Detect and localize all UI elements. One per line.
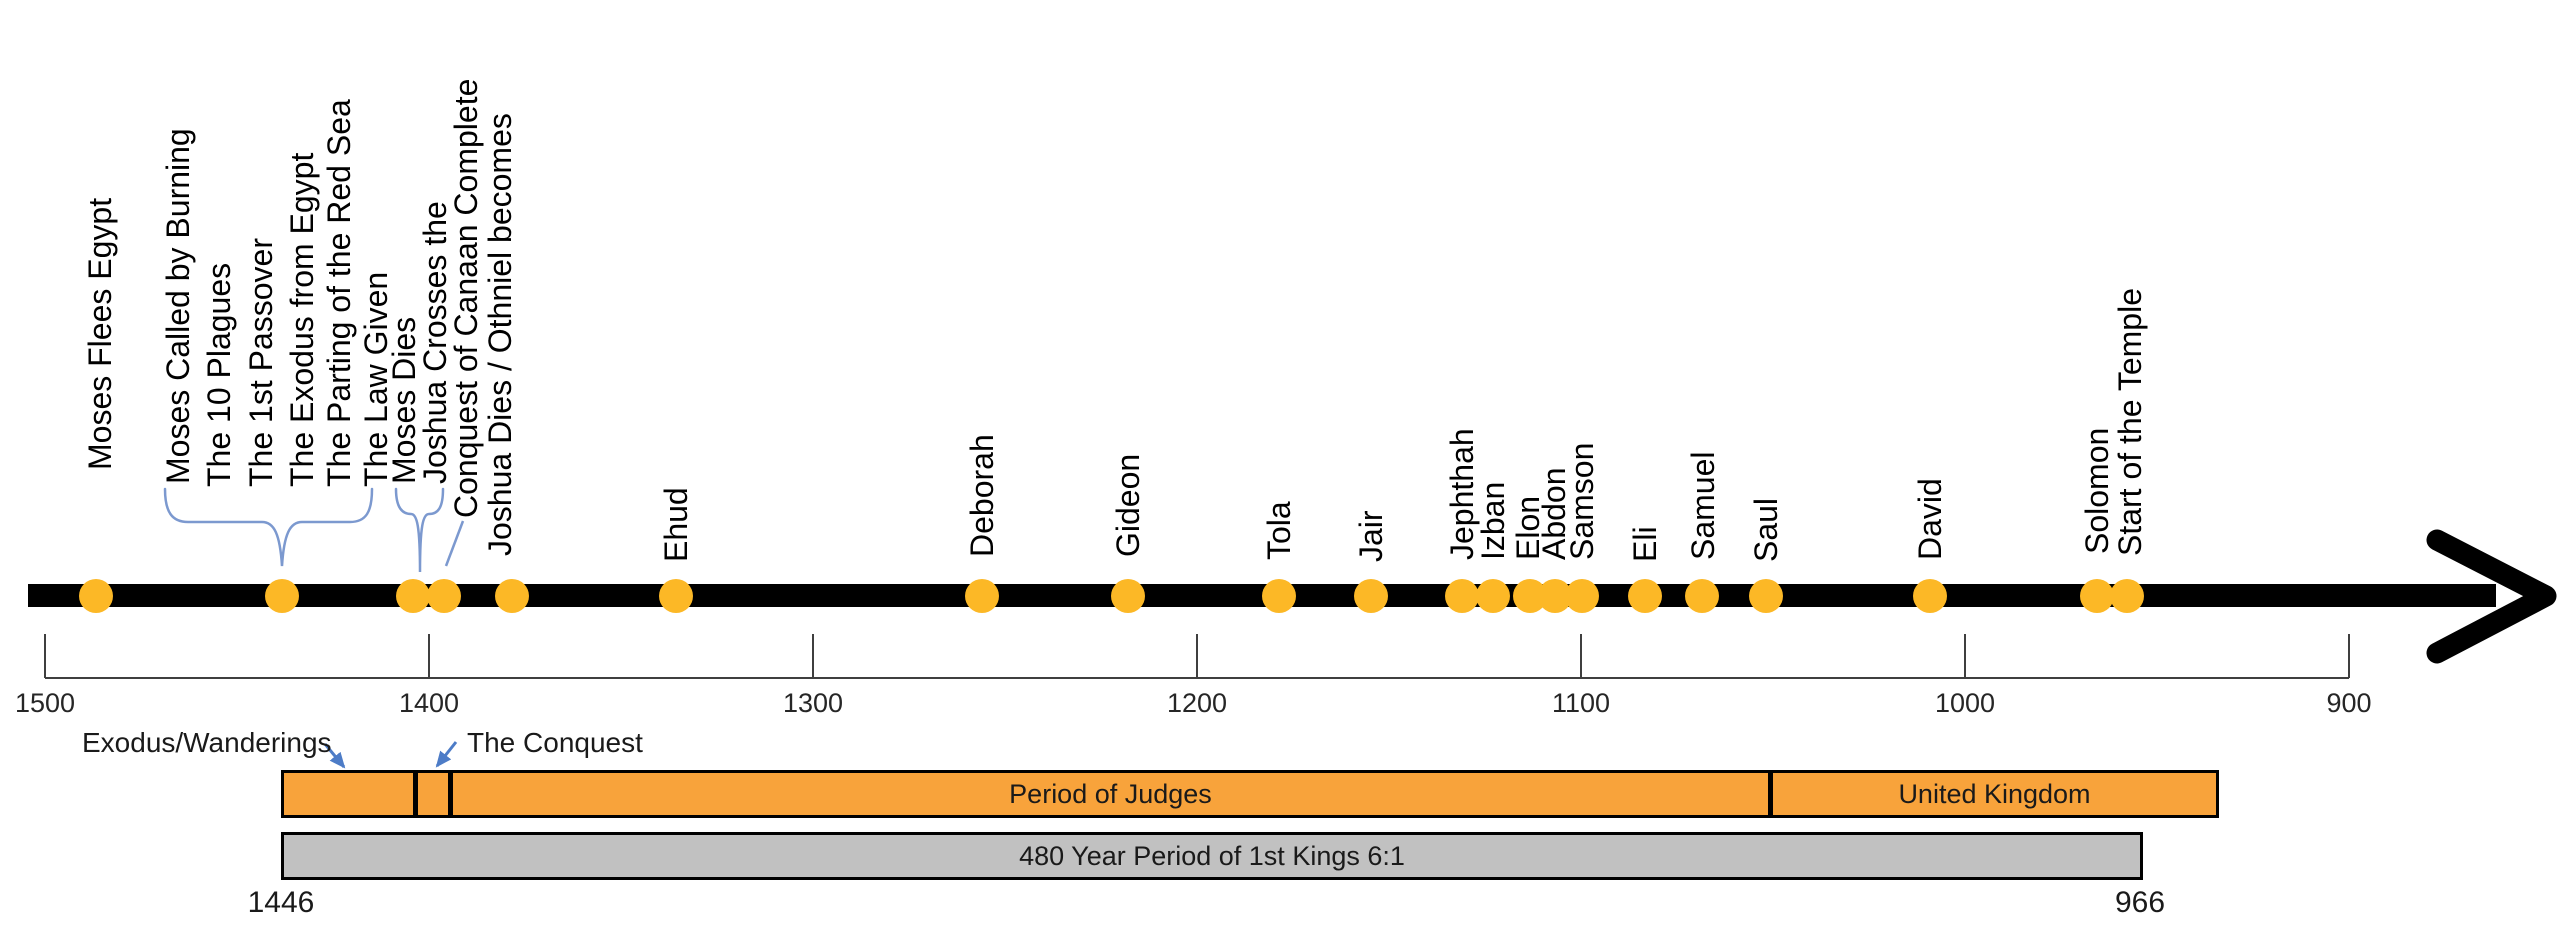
event-dot — [965, 579, 999, 613]
event-dot — [427, 579, 461, 613]
axis-tick-label: 1500 — [14, 688, 76, 718]
axis-tick-label: 1100 — [1551, 688, 1611, 718]
axis-ticks — [44, 634, 2350, 678]
event-label: Moses Called by Burning — [160, 128, 196, 484]
event-dot — [265, 579, 299, 613]
event-dot — [1111, 579, 1145, 613]
axis-tick-label: 900 — [2326, 688, 2372, 718]
axis-tick-label: 1400 — [398, 688, 460, 718]
united-kingdom-label: United Kingdom — [1898, 779, 2091, 809]
event-dot — [1354, 579, 1388, 613]
period-bar: Period of Judges United Kingdom — [281, 770, 2219, 818]
event-dot — [1749, 579, 1783, 613]
group-brace-moses-dies — [394, 487, 445, 573]
start-year-label: 1446 — [247, 886, 315, 919]
axis-tick-label: 1300 — [782, 688, 844, 718]
event-label: Deborah — [964, 434, 1000, 557]
event-label: Moses Flees Egypt — [82, 197, 118, 470]
event-dot — [1685, 579, 1719, 613]
event-dot — [2110, 579, 2144, 613]
event-dot — [1262, 579, 1296, 613]
exodus-annotation-arrow-icon — [323, 743, 346, 769]
event-label: David — [1912, 478, 1948, 560]
event-dot — [1538, 579, 1572, 613]
period-bar-divider — [448, 773, 453, 815]
event-dot — [1913, 579, 1947, 613]
the-conquest-label: The Conquest — [467, 727, 643, 758]
timeline-bar — [28, 584, 2496, 607]
event-label: Tola — [1261, 501, 1297, 560]
event-label: Izban — [1475, 481, 1511, 560]
event-label: Gideon — [1110, 453, 1146, 557]
event-dot — [1628, 579, 1662, 613]
event-label: Saul — [1748, 497, 1784, 562]
event-label: The Exodus from Egypt — [284, 152, 320, 487]
event-dot — [1513, 579, 1547, 613]
timeline-arrowhead-icon — [2426, 529, 2557, 664]
event-label: Samson — [1564, 442, 1600, 560]
event-label: Start of the Temple — [2112, 288, 2148, 556]
event-dot — [2080, 579, 2114, 613]
event-dots — [79, 579, 2144, 613]
conquest-annotation-arrow-icon — [435, 741, 458, 768]
480-year-label: 480 Year Period of 1st Kings 6:1 — [1019, 841, 1405, 871]
event-label: Jephthah — [1444, 428, 1480, 560]
event-dot — [1445, 579, 1479, 613]
event-label: The 1st Passover — [243, 238, 279, 487]
event-label: The Parting of the Red Sea — [321, 99, 357, 487]
exodus-wanderings-label: Exodus/Wanderings — [82, 727, 332, 758]
event-label: Jair — [1353, 510, 1389, 562]
event-dot — [1476, 579, 1510, 613]
event-label: Moses Dies — [386, 316, 422, 484]
event-dot — [659, 579, 693, 613]
event-label: Samuel — [1685, 451, 1721, 561]
period-bar-divider — [1768, 773, 1773, 815]
period-of-judges-label: Period of Judges — [1009, 779, 1212, 809]
event-label: Conquest of Canaan Complete — [448, 78, 484, 518]
event-label: Eli — [1627, 526, 1663, 562]
480-year-bar: 480 Year Period of 1st Kings 6:1 — [281, 832, 2143, 880]
end-year-label: 966 — [2114, 886, 2166, 919]
event-label: Joshua Dies / Othniel becomes — [482, 113, 518, 556]
connector-conquest-label — [444, 520, 465, 567]
event-dot — [1565, 579, 1599, 613]
event-dot — [396, 579, 430, 613]
period-bar-divider — [413, 773, 418, 815]
event-dot — [79, 579, 113, 613]
event-label: Joshua Crosses the — [417, 201, 453, 484]
event-label: Solomon — [2079, 427, 2115, 554]
event-dot — [495, 579, 529, 613]
group-brace-exodus-events — [163, 487, 374, 567]
event-label: Ehud — [658, 487, 694, 562]
event-label: The 10 Plagues — [201, 262, 237, 487]
axis-tick-label: 1000 — [1934, 688, 1996, 718]
axis-tick-label: 1200 — [1166, 688, 1228, 718]
